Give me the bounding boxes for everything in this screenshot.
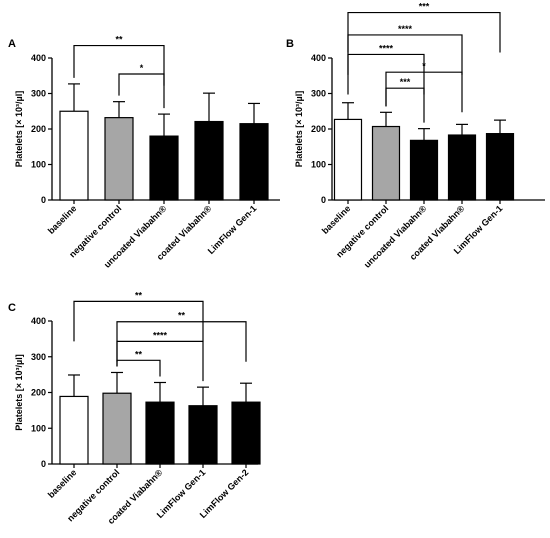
chart-panel-c: C Platelets [× 10³/µl] 0 100 200 300 400 baseli… [8, 290, 261, 526]
y-tick-label: 300 [31, 352, 46, 362]
significance-bracket [116, 359, 161, 377]
y-axis-label: Platelets [× 10³/µl] [294, 91, 304, 167]
bar [485, 133, 515, 201]
category-label: baseline [320, 203, 353, 236]
significance-bracket [73, 44, 165, 86]
y-tick-label: 200 [31, 124, 46, 134]
category-label: baseline [46, 467, 79, 500]
category-label: baseline [46, 203, 79, 236]
y-axis-label: Platelets [× 10³/µl] [14, 354, 24, 430]
y-tick-label: 400 [31, 316, 46, 326]
category-label: LimFlow Gen-1 [206, 203, 259, 256]
significance-bracket [347, 11, 501, 53]
y-tick-label: 0 [321, 195, 326, 205]
significance-label: **** [398, 24, 413, 34]
y-tick-label: 200 [311, 124, 326, 134]
significance-bracket [347, 53, 425, 95]
panel-letter: A [8, 38, 16, 50]
significance-label: ** [115, 35, 123, 45]
significance-label: ** [135, 290, 143, 300]
significance-label: ** [135, 349, 143, 359]
bar [447, 134, 477, 201]
significance-label: **** [379, 43, 394, 53]
bar [102, 392, 132, 465]
significance-label: **** [153, 330, 168, 340]
bar [333, 118, 363, 201]
bar [188, 405, 218, 465]
y-tick-label: 0 [41, 195, 46, 205]
bar [59, 110, 89, 201]
bar [59, 395, 89, 465]
y-tick-label: 100 [31, 423, 46, 433]
y-tick-label: 300 [31, 89, 46, 99]
significance-bracket [116, 340, 204, 382]
chart-panel-a: A Platelets [× 10³/µl] 0 100 200 300 400 baseli… [8, 35, 280, 270]
y-tick-label: 300 [311, 89, 326, 99]
bar [239, 123, 269, 201]
y-tick-label: 0 [41, 459, 46, 469]
y-tick-label: 100 [311, 160, 326, 170]
bar [149, 135, 179, 201]
significance-label: * [140, 63, 144, 73]
bar [194, 120, 224, 201]
y-tick-label: 100 [31, 160, 46, 170]
y-tick-label: 400 [311, 53, 326, 63]
significance-bracket [118, 73, 165, 109]
significance-label: *** [400, 77, 411, 87]
bar [145, 401, 175, 465]
significance-label: *** [419, 2, 430, 12]
panel-letter: B [286, 38, 294, 50]
chart-panel-b: B Platelets [× 10³/µl] 0 100 200 300 400 baseli… [286, 2, 545, 270]
y-axis-label: Platelets [× 10³/µl] [14, 91, 24, 167]
significance-bracket [385, 87, 425, 123]
bar [371, 125, 401, 201]
panel-letter: C [8, 302, 16, 314]
bar [231, 401, 261, 465]
category-label: uncoated Viabahn® [362, 203, 429, 270]
y-tick-label: 400 [31, 53, 46, 63]
bar [409, 139, 439, 201]
significance-label: ** [178, 311, 186, 321]
y-tick-label: 200 [31, 388, 46, 398]
bar [104, 117, 134, 201]
significance-label: * [422, 61, 426, 71]
